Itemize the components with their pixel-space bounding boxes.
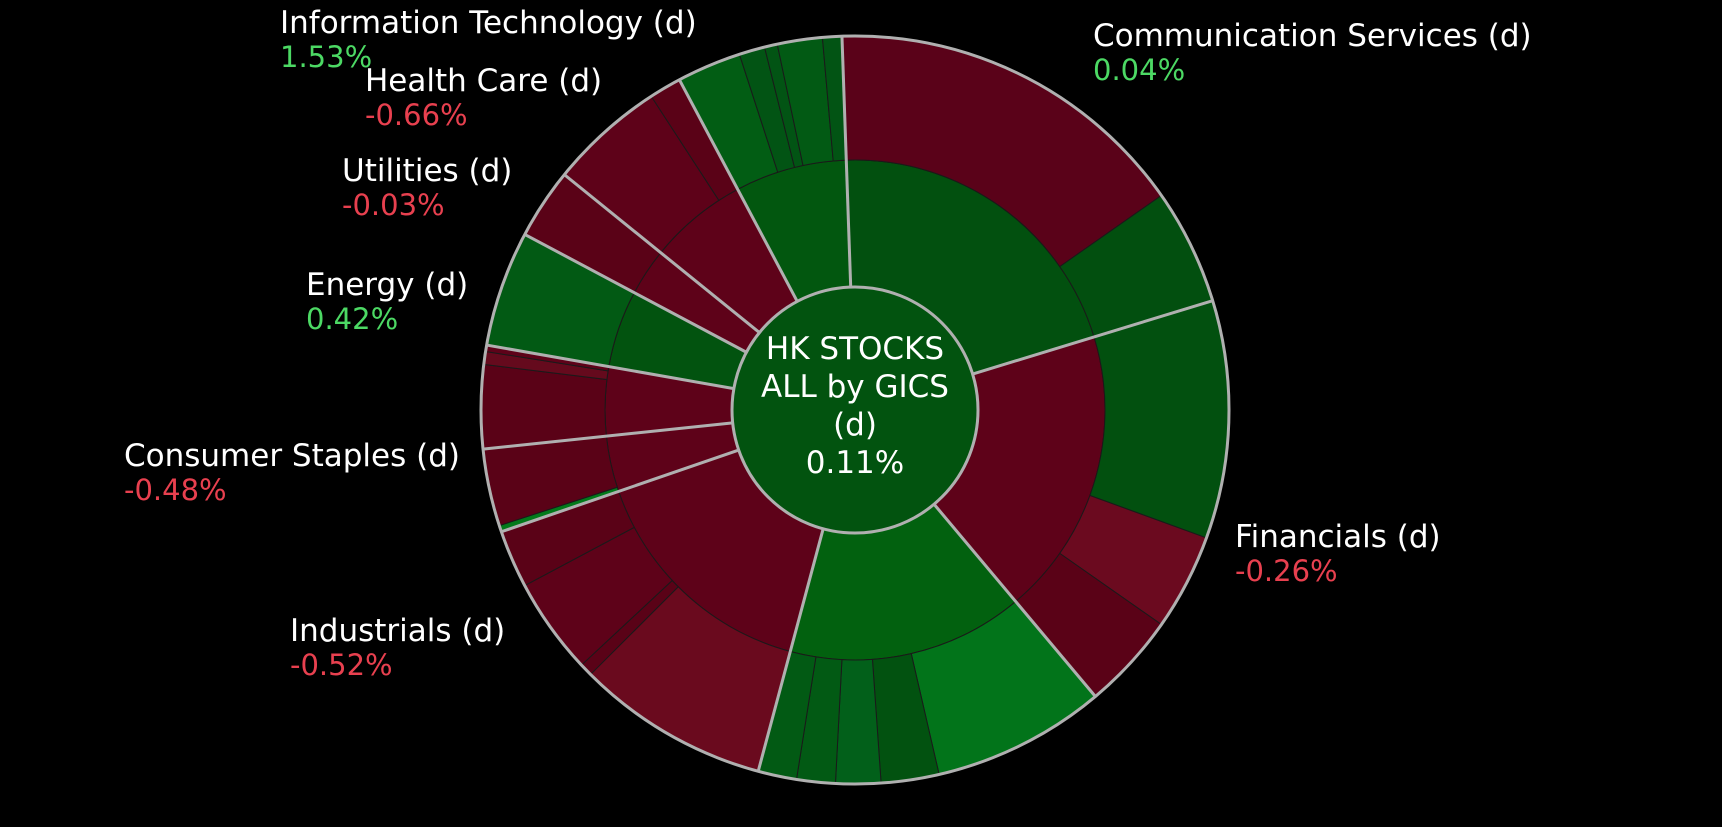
label-health-care-change: -0.66% — [365, 98, 468, 132]
label-utilities-name: Utilities (d) — [342, 153, 513, 189]
sector-divider-energy — [482, 421, 733, 451]
sector-divider-utilities — [486, 343, 735, 391]
label-information-technology[interactable]: Information Technology (d) 1.53% — [280, 8, 697, 72]
center-change: 0.11% — [805, 445, 905, 481]
center-title-line-3: (d) — [833, 407, 877, 443]
outer-border — [479, 34, 1231, 786]
sector-divider-information-technology — [563, 173, 761, 334]
sector-divider-sector-9 — [840, 36, 853, 288]
center-title-line-2: ALL by GICS — [761, 369, 949, 405]
center-circle[interactable] — [730, 285, 980, 535]
label-industrials-name: Industrials (d) — [290, 613, 506, 649]
label-industrials-change: -0.52% — [290, 648, 393, 682]
label-health-care[interactable]: Health Care (d) -0.66% — [365, 66, 602, 130]
label-information-technology-name: Information Technology (d) — [280, 5, 697, 41]
label-energy-name: Energy (d) — [306, 267, 469, 303]
sector-divider-health-care — [524, 233, 748, 354]
sector-divider-industrials — [756, 528, 825, 772]
label-consumer-staples-name: Consumer Staples (d) — [124, 438, 460, 474]
center-label: HK STOCKS ALL by GICS (d) 0.11% — [705, 330, 1005, 482]
outer-ring — [480, 35, 1230, 785]
label-consumer-staples-change: -0.48% — [124, 473, 227, 507]
label-information-technology-change: 1.53% — [280, 40, 373, 74]
sector-dividers — [482, 36, 1214, 772]
sector-divider-consumer-staples — [500, 448, 740, 534]
label-industrials[interactable]: Industrials (d) -0.52% — [290, 616, 505, 680]
label-energy[interactable]: Energy (d) 0.42% — [306, 270, 468, 334]
label-energy-change: 0.42% — [306, 302, 399, 336]
label-utilities[interactable]: Utilities (d) -0.03% — [342, 156, 512, 220]
label-consumer-staples[interactable]: Consumer Staples (d) -0.48% — [124, 441, 460, 505]
sector-divider-consumer-discretionary — [932, 503, 1097, 698]
label-communication-services-change: 0.04% — [1093, 53, 1186, 87]
label-financials-name: Financials (d) — [1235, 519, 1441, 555]
sector-divider-communication-services — [678, 79, 799, 303]
label-communication-services-name: Communication Services (d) — [1093, 18, 1532, 54]
label-utilities-change: -0.03% — [342, 188, 445, 222]
sector-divider-financials — [972, 299, 1214, 376]
label-financials[interactable]: Financials (d) -0.26% — [1235, 522, 1441, 586]
center-title-line-1: HK STOCKS — [765, 331, 945, 367]
label-financials-change: -0.26% — [1235, 554, 1338, 588]
label-health-care-name: Health Care (d) — [365, 63, 603, 99]
outer-slice-consumer-discretionary-2[interactable] — [834, 658, 882, 785]
label-communication-services[interactable]: Communication Services (d) 0.04% — [1093, 21, 1532, 85]
outer-slice-financials-0[interactable] — [1089, 300, 1230, 539]
